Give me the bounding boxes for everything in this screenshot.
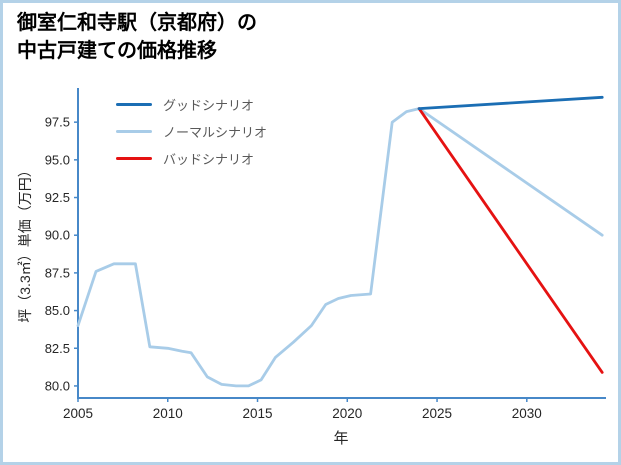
x-tick-label: 2015 bbox=[242, 406, 272, 421]
y-tick-label: 90.0 bbox=[45, 228, 70, 243]
legend-line-swatch-bad bbox=[116, 157, 152, 160]
chart-title-line1: 御室仁和寺駅（京都府）の bbox=[17, 12, 257, 34]
chart-legend: グッドシナリオ ノーマルシナリオ バッドシナリオ bbox=[116, 91, 267, 172]
y-tick-label: 95.0 bbox=[45, 152, 70, 167]
legend-label-good: グッドシナリオ bbox=[163, 98, 255, 113]
legend-item-normal-scenario: ノーマルシナリオ bbox=[116, 118, 267, 145]
chart-title-line2: 中古戸建ての価格推移 bbox=[17, 40, 217, 62]
y-tick-label: 85.0 bbox=[45, 303, 70, 318]
chart-title: 御室仁和寺駅（京都府）の 中古戸建ての価格推移 bbox=[17, 9, 257, 65]
line-chart: 2005 2010 2015 2020 2025 2030 80.0 82.5 85.0 87.5… bbox=[45, 88, 606, 421]
series-line-normal bbox=[76, 107, 604, 388]
x-tick-label: 2030 bbox=[512, 406, 542, 421]
y-axis-label: 坪（3.3㎡）単価（万円） bbox=[17, 163, 33, 323]
legend-line-swatch-good bbox=[116, 103, 152, 106]
y-tick-label: 80.0 bbox=[45, 378, 70, 393]
x-tick-label: 2005 bbox=[63, 406, 93, 421]
y-tick-label: 92.5 bbox=[45, 190, 70, 205]
x-tick-label: 2025 bbox=[422, 406, 452, 421]
series-line-bad bbox=[417, 107, 604, 374]
legend-label-bad: バッドシナリオ bbox=[163, 152, 255, 167]
legend-item-good-scenario: グッドシナリオ bbox=[116, 91, 267, 118]
legend-line-swatch-normal bbox=[116, 130, 152, 133]
y-tick-label: 97.5 bbox=[45, 115, 70, 130]
x-tick-label: 2020 bbox=[332, 406, 362, 421]
legend-label-normal: ノーマルシナリオ bbox=[163, 125, 268, 140]
x-axis-label: 年 bbox=[333, 430, 349, 447]
x-tick-label: 2010 bbox=[153, 406, 183, 421]
series-line-good bbox=[417, 95, 604, 110]
y-tick-label: 87.5 bbox=[45, 265, 70, 280]
legend-item-bad-scenario: バッドシナリオ bbox=[116, 145, 267, 172]
y-tick-label: 82.5 bbox=[45, 341, 70, 356]
